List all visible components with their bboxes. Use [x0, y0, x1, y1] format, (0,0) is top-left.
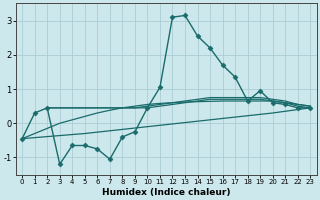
X-axis label: Humidex (Indice chaleur): Humidex (Indice chaleur)	[102, 188, 230, 197]
